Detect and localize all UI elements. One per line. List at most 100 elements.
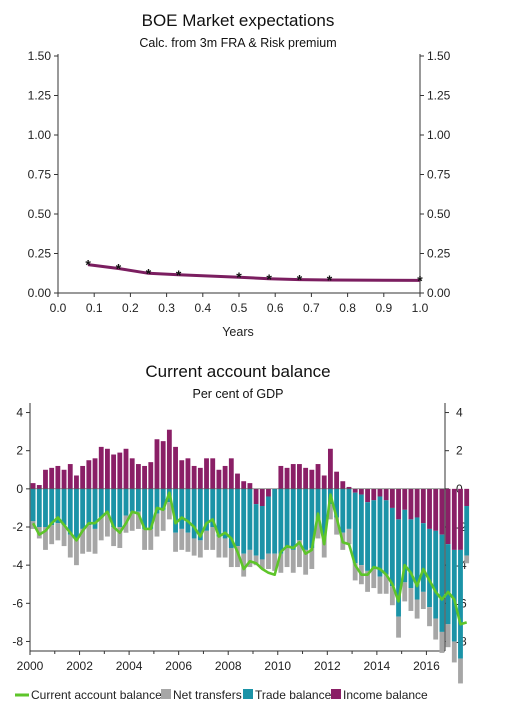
chart2-title: Current account balance	[145, 362, 330, 381]
bar-income	[98, 446, 104, 489]
chart1-xtick-label: 0.0	[50, 301, 67, 315]
bar-trade	[464, 506, 470, 556]
bar-trade	[61, 488, 67, 526]
bar-trade	[80, 488, 86, 529]
bar-transfers	[334, 517, 340, 535]
bar-transfers	[396, 616, 401, 638]
bar-transfers	[185, 532, 191, 552]
bar-transfers	[129, 511, 135, 531]
bar-income	[204, 458, 209, 489]
chart1-xtick-label: 0.9	[375, 301, 392, 315]
bar-transfers	[105, 513, 110, 537]
chart1-xtick-label: 0.7	[303, 301, 320, 315]
bar-transfers	[321, 536, 327, 558]
chart1-ytick-label-right: 0.50	[427, 207, 451, 221]
bar-income	[210, 458, 216, 489]
bar-income	[111, 454, 117, 489]
bar-trade	[241, 488, 247, 554]
bar-transfers	[142, 528, 147, 550]
chart2-xtick-label: 2000	[17, 659, 44, 673]
bar-trade	[259, 506, 265, 560]
chart2-ytick-label-left: -4	[12, 558, 23, 572]
chart1-ytick-label-left: 0.25	[28, 247, 52, 261]
bar-trade	[154, 488, 160, 514]
bar-trade	[204, 488, 209, 531]
chart2-legend: Current account balance Net transfers Tr…	[15, 688, 428, 702]
chart1-ytick-label-right: 0.25	[427, 247, 451, 261]
bar-income	[166, 429, 172, 489]
bar-trade	[309, 488, 315, 548]
bar-trade	[228, 488, 234, 548]
chart1-ytick-label-right: 1.50	[427, 49, 451, 63]
bar-transfers	[204, 530, 209, 550]
bar-transfers	[111, 527, 117, 547]
bar-transfers	[166, 502, 172, 520]
bar-transfers	[98, 517, 104, 541]
chart1-ytick-label-left: 1.00	[28, 128, 52, 142]
bar-trade	[321, 488, 327, 537]
bar-income	[80, 465, 86, 489]
bar-transfers	[154, 513, 160, 537]
bar-trade	[111, 488, 117, 527]
bar-income	[216, 469, 222, 489]
bar-income	[55, 465, 61, 489]
chart1-point-marker: *	[266, 271, 272, 287]
chart1-ytick-label-left: 0.00	[28, 286, 52, 300]
chart2-ytick-label-left: 4	[16, 406, 23, 420]
bar-income	[445, 488, 451, 545]
bar-trade	[197, 488, 203, 541]
bar-income	[154, 439, 160, 489]
chart1-ytick-label-left: 1.50	[28, 49, 52, 63]
bar-trade	[235, 488, 240, 547]
bar-income	[458, 488, 463, 550]
bar-trade	[352, 492, 358, 564]
legend-label-current-account: Current account balance	[31, 688, 162, 702]
bar-income	[36, 485, 42, 489]
chart1-subtitle: Calc. from 3m FRA & Risk premium	[139, 36, 336, 50]
bar-trade	[290, 488, 296, 550]
bar-trade	[334, 488, 340, 518]
bar-income	[377, 488, 383, 497]
legend-swatch-trade-balance	[243, 689, 253, 699]
bar-trade	[340, 488, 346, 533]
chart2-ytick-label-left: -2	[12, 520, 23, 534]
chart1-ytick-label-right: 0.00	[427, 286, 451, 300]
bar-transfers	[383, 574, 389, 594]
bar-trade	[36, 488, 42, 527]
chart1-plot: 0.00 0.000.25 0.250.50 0.500.75 0.751.00 1.00…	[28, 49, 451, 315]
bar-income	[253, 488, 259, 505]
chart1-ytick-label-right: 1.25	[427, 89, 451, 103]
bar-income	[309, 469, 315, 489]
bar-transfers	[315, 521, 321, 539]
bar-transfers	[427, 607, 432, 627]
bar-transfers	[247, 549, 253, 568]
bar-trade	[49, 488, 55, 526]
bar-transfers	[210, 527, 216, 550]
legend-label-net-transfers: Net transfers	[173, 688, 242, 702]
bar-income	[427, 488, 432, 529]
bar-trade	[142, 488, 147, 529]
bar-trade	[160, 488, 166, 510]
bar-transfers	[179, 528, 185, 550]
bar-trade	[389, 507, 395, 587]
bar-transfers	[309, 547, 315, 569]
chart1-xtick-label: 0.6	[267, 301, 284, 315]
bar-income	[241, 481, 247, 489]
bar-trade	[67, 488, 73, 535]
bar-trade	[297, 488, 302, 541]
bar-income	[358, 488, 364, 495]
bar-transfers	[272, 553, 278, 571]
bar-transfers	[439, 631, 445, 653]
bar-income	[74, 475, 79, 489]
bar-trade	[210, 488, 216, 527]
bar-income	[105, 448, 110, 489]
bar-trade	[247, 488, 253, 550]
bar-transfers	[135, 511, 141, 529]
bar-transfers	[414, 599, 420, 619]
bar-trade	[303, 488, 309, 550]
bar-trade	[420, 523, 426, 592]
chart1-point-marker: *	[236, 269, 242, 285]
bar-transfers	[235, 546, 240, 568]
chart2-xtick-label: 2016	[413, 659, 440, 673]
